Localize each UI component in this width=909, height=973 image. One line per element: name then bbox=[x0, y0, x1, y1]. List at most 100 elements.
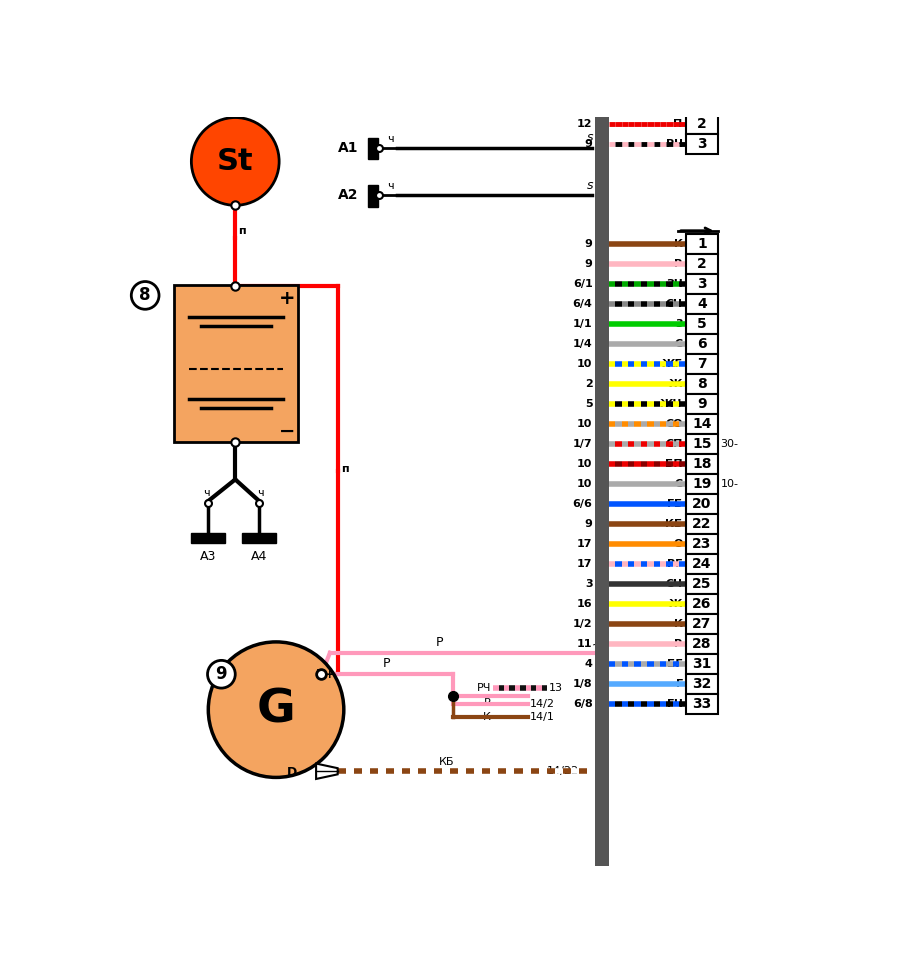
Text: 9: 9 bbox=[215, 666, 227, 683]
Text: С: С bbox=[674, 479, 683, 489]
Text: 14: 14 bbox=[692, 417, 712, 431]
Text: п: п bbox=[341, 464, 348, 475]
Bar bbox=[685, 314, 718, 334]
Text: Ж: Ж bbox=[669, 599, 683, 609]
Text: Р: Р bbox=[674, 639, 683, 649]
Text: 13: 13 bbox=[592, 644, 605, 654]
Text: 5: 5 bbox=[584, 399, 593, 409]
Bar bbox=[685, 634, 718, 654]
Text: 6/4: 6/4 bbox=[573, 299, 593, 308]
Bar bbox=[685, 354, 718, 374]
Text: 18: 18 bbox=[692, 457, 712, 471]
Text: 9: 9 bbox=[584, 259, 593, 269]
Text: 16: 16 bbox=[577, 599, 593, 609]
Text: 14/22: 14/22 bbox=[547, 767, 579, 776]
Text: 15: 15 bbox=[692, 437, 712, 451]
Text: РГ: РГ bbox=[667, 559, 683, 569]
Text: 9: 9 bbox=[584, 519, 593, 529]
Text: A4: A4 bbox=[251, 550, 267, 563]
Text: 9: 9 bbox=[584, 139, 593, 150]
Text: 6/8: 6/8 bbox=[573, 700, 593, 709]
Text: СЧ: СЧ bbox=[665, 299, 683, 308]
Text: ч: ч bbox=[386, 133, 394, 144]
Text: A2: A2 bbox=[338, 189, 358, 202]
Text: 30-: 30- bbox=[720, 439, 738, 449]
Text: 14/1: 14/1 bbox=[529, 712, 554, 722]
Text: 26: 26 bbox=[692, 597, 712, 611]
Bar bbox=[685, 574, 718, 595]
Text: 32: 32 bbox=[692, 677, 712, 691]
Text: 12: 12 bbox=[577, 120, 593, 129]
Text: 4: 4 bbox=[697, 297, 706, 310]
Text: ч: ч bbox=[386, 181, 394, 192]
Text: Р: Р bbox=[435, 635, 443, 649]
Bar bbox=[368, 137, 378, 160]
Text: 20: 20 bbox=[692, 497, 712, 511]
Text: п: п bbox=[238, 226, 246, 235]
Text: A3: A3 bbox=[200, 550, 216, 563]
Text: 1/8: 1/8 bbox=[573, 679, 593, 689]
Text: 1/2: 1/2 bbox=[573, 619, 593, 630]
Bar bbox=[685, 273, 718, 294]
Bar bbox=[685, 534, 718, 554]
Bar bbox=[685, 674, 718, 695]
Text: 25: 25 bbox=[692, 577, 712, 592]
Text: РЧ: РЧ bbox=[476, 683, 491, 693]
Text: К: К bbox=[674, 238, 683, 249]
Bar bbox=[685, 595, 718, 614]
Text: К: К bbox=[674, 619, 683, 630]
Text: D: D bbox=[287, 767, 297, 779]
Bar bbox=[685, 254, 718, 273]
Text: ЖГ: ЖГ bbox=[662, 359, 683, 369]
Bar bbox=[685, 334, 718, 354]
Text: 28: 28 bbox=[692, 637, 712, 651]
Text: П: П bbox=[674, 120, 683, 129]
Text: ЗЧ: ЗЧ bbox=[666, 279, 683, 289]
Bar bbox=[242, 532, 276, 543]
Text: КБ: КБ bbox=[665, 519, 683, 529]
Text: 6/6: 6/6 bbox=[573, 499, 593, 509]
Text: 2: 2 bbox=[697, 118, 706, 131]
Text: s: s bbox=[587, 131, 594, 144]
Text: Г: Г bbox=[675, 679, 683, 689]
Text: РЧ: РЧ bbox=[665, 139, 683, 150]
Bar bbox=[685, 494, 718, 514]
Text: 3: 3 bbox=[697, 137, 706, 152]
Text: 10: 10 bbox=[577, 479, 593, 489]
Bar bbox=[685, 234, 718, 254]
Text: 9: 9 bbox=[584, 238, 593, 249]
Polygon shape bbox=[316, 764, 337, 779]
Text: С: С bbox=[674, 339, 683, 349]
Text: ч: ч bbox=[257, 488, 264, 498]
Bar bbox=[685, 614, 718, 634]
Text: 3: 3 bbox=[675, 319, 683, 329]
Text: 1/7: 1/7 bbox=[573, 439, 593, 449]
Text: 27: 27 bbox=[692, 617, 712, 631]
Text: ЖЧ: ЖЧ bbox=[660, 399, 683, 409]
Text: 24: 24 bbox=[692, 558, 712, 571]
Text: 1: 1 bbox=[697, 236, 706, 251]
Text: G: G bbox=[256, 687, 295, 732]
Circle shape bbox=[207, 661, 235, 688]
Text: 23: 23 bbox=[692, 537, 712, 551]
Bar bbox=[174, 285, 298, 443]
Bar bbox=[685, 374, 718, 394]
Text: 10: 10 bbox=[577, 419, 593, 429]
Bar bbox=[368, 185, 378, 207]
Text: 10-: 10- bbox=[720, 479, 738, 489]
Text: 10: 10 bbox=[577, 459, 593, 469]
Text: 7: 7 bbox=[697, 357, 706, 371]
Text: 6/1: 6/1 bbox=[573, 279, 593, 289]
Text: 5: 5 bbox=[697, 317, 706, 331]
Text: БГ: БГ bbox=[667, 660, 683, 669]
Text: К: К bbox=[483, 712, 491, 722]
Text: 17: 17 bbox=[577, 539, 593, 549]
Text: 8: 8 bbox=[697, 377, 706, 391]
Text: 31: 31 bbox=[692, 657, 712, 671]
Text: 22: 22 bbox=[692, 517, 712, 531]
Bar bbox=[685, 134, 718, 155]
Text: 17: 17 bbox=[577, 559, 593, 569]
Text: 13: 13 bbox=[549, 683, 563, 693]
Text: 19: 19 bbox=[692, 477, 712, 491]
Text: ГЧ: ГЧ bbox=[666, 700, 683, 709]
